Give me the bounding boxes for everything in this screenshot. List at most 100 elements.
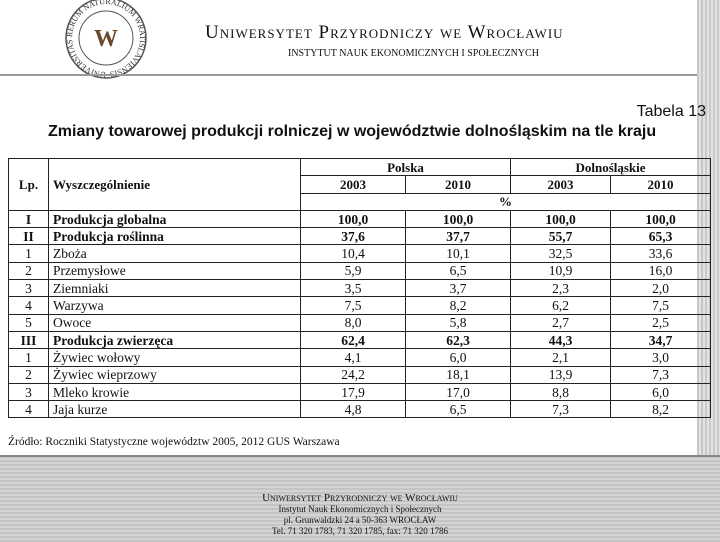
table-body: I Produkcja globalna 100,0 100,0 100,0 100,0 I… <box>8 209 712 419</box>
value-cell: 10,1 <box>405 244 511 263</box>
value-cell: 18,1 <box>405 365 511 384</box>
value-cell: 16,0 <box>609 261 712 281</box>
value-cell: 2,0 <box>609 279 712 298</box>
footer-line: Instytut Nauk Ekonomicznych i Społecznyc… <box>278 504 442 514</box>
name-cell: Produkcja roślinna <box>48 227 301 246</box>
value-cell: 2,5 <box>609 313 712 332</box>
name-cell: Produkcja globalna <box>48 209 301 229</box>
header-rule <box>0 74 697 76</box>
table-row: 3 Mleko krowie 17,9 17,0 8,8 6,0 <box>8 382 712 402</box>
value-cell: 24,2 <box>300 365 406 384</box>
value-cell: 55,7 <box>510 227 611 246</box>
value-cell: 6,0 <box>609 382 712 402</box>
value-cell: 32,5 <box>510 244 611 263</box>
lp-cell: 1 <box>8 348 49 367</box>
year-header: 2010 <box>609 175 712 194</box>
value-cell: 7,3 <box>510 400 611 419</box>
table-row: 4 Warzywa 7,5 8,2 6,2 7,5 <box>8 296 712 315</box>
name-cell: Żywiec wieprzowy <box>48 365 301 384</box>
value-cell: 100,0 <box>510 209 611 229</box>
value-cell: 6,2 <box>510 296 611 315</box>
logo: UNIVERSITAS RERUM NATURALIUM WRATISLAVIE… <box>65 0 147 79</box>
name-cell: Warzywa <box>48 296 301 315</box>
logo-letter: W <box>94 26 118 52</box>
table-row: 5 Owoce 8,0 5,8 2,7 2,5 <box>8 313 712 332</box>
value-cell: 6,5 <box>405 261 511 281</box>
value-cell: 62,4 <box>300 330 406 350</box>
value-cell: 2,3 <box>510 279 611 298</box>
footer-line: Tel. 71 320 1783, 71 320 1785, fax: 71 3… <box>271 526 449 536</box>
unit-header: % <box>299 192 712 211</box>
year-header: 2010 <box>405 175 511 194</box>
value-cell: 5,8 <box>405 313 511 332</box>
lp-cell: III <box>8 330 49 350</box>
lp-cell: 3 <box>8 382 49 402</box>
value-cell: 3,5 <box>300 279 406 298</box>
head-row: Lp. Wyszczególnienie Polska Dolnośląskie <box>8 157 712 211</box>
logo-inner <box>78 10 134 66</box>
table-row: 1 Zboża 10,4 10,1 32,5 33,6 <box>8 244 712 263</box>
year-header: 2003 <box>300 175 406 194</box>
value-cell: 34,7 <box>609 330 712 350</box>
group-header: Polska <box>300 157 511 177</box>
table-row: III Produkcja zwierzęca 62,4 62,3 44,3 34,7 <box>8 330 712 350</box>
footer-line: pl. Grunwaldzki 24 a 50-363 WROCŁAW <box>283 515 437 525</box>
lp-cell: 4 <box>8 400 49 419</box>
name-cell: Zboża <box>48 244 301 263</box>
header-title: Uniwersytet Przyrodniczy we Wrocławiu <box>205 22 564 43</box>
value-cell: 7,3 <box>609 365 712 384</box>
table-row: 2 Przemysłowe 5,9 6,5 10,9 16,0 <box>8 261 712 281</box>
source-note: Źródło: Roczniki Statystyczne województw… <box>8 436 340 448</box>
value-cell: 3,0 <box>609 348 712 367</box>
value-cell: 7,5 <box>609 296 712 315</box>
value-cell: 62,3 <box>405 330 511 350</box>
table-row: 1 Żywiec wołowy 4,1 6,0 2,1 3,0 <box>8 348 712 367</box>
lp-cell: 1 <box>8 244 49 263</box>
table-row: 2 Żywiec wieprzowy 24,2 18,1 13,9 7,3 <box>8 365 712 384</box>
table-head: Lp. Wyszczególnienie Polska Dolnośląskie… <box>8 157 712 211</box>
name-cell: Przemysłowe <box>48 261 301 281</box>
value-cell: 37,6 <box>300 227 406 246</box>
value-cell: 4,1 <box>300 348 406 367</box>
value-cell: 33,6 <box>609 244 712 263</box>
value-cell: 8,8 <box>510 382 611 402</box>
value-cell: 37,7 <box>405 227 511 246</box>
table-title: Zmiany towarowej produkcji rolniczej w w… <box>48 123 657 140</box>
name-cell: Ziemniaki <box>48 279 301 298</box>
footer-line: Uniwersytet Przyrodniczy we Wrocławiu <box>262 492 458 504</box>
lp-cell: 5 <box>8 313 49 332</box>
value-cell: 8,2 <box>405 296 511 315</box>
value-cell: 65,3 <box>609 227 712 246</box>
lp-cell: I <box>8 209 49 229</box>
table-row: 3 Ziemniaki 3,5 3,7 2,3 2,0 <box>8 279 712 298</box>
table-row: 4 Jaja kurze 4,8 6,5 7,3 8,2 <box>8 400 712 419</box>
value-cell: 10,9 <box>510 261 611 281</box>
lp-cell: 3 <box>8 279 49 298</box>
value-cell: 100,0 <box>609 209 712 229</box>
name-cell: Produkcja zwierzęca <box>48 330 301 350</box>
name-cell: Żywiec wołowy <box>48 348 301 367</box>
name-cell: Owoce <box>48 313 301 332</box>
value-cell: 8,0 <box>300 313 406 332</box>
value-cell: 10,4 <box>300 244 406 263</box>
name-cell: Mleko krowie <box>48 382 301 402</box>
value-cell: 13,9 <box>510 365 611 384</box>
lp-cell: 4 <box>8 296 49 315</box>
value-cell: 4,8 <box>300 400 406 419</box>
value-cell: 8,2 <box>609 400 712 419</box>
lp-cell: 2 <box>8 365 49 384</box>
lp-cell: 2 <box>8 261 49 281</box>
table-row: I Produkcja globalna 100,0 100,0 100,0 100,0 <box>8 209 712 229</box>
value-cell: 6,0 <box>405 348 511 367</box>
value-cell: 17,9 <box>300 382 406 402</box>
data-table: Lp. Wyszczególnienie Polska Dolnośląskie… <box>8 157 712 419</box>
table-row: II Produkcja roślinna 37,6 37,7 55,7 65,3 <box>8 227 712 246</box>
value-cell: 2,7 <box>510 313 611 332</box>
year-row: 2003 2010 2003 2010 <box>9 175 712 194</box>
value-cell: 44,3 <box>510 330 611 350</box>
lp-header: Lp. <box>8 158 49 211</box>
header-subtitle: INSTYTUT NAUK EKONOMICZNYCH I SPOŁECZNYC… <box>288 48 539 59</box>
value-cell: 7,5 <box>300 296 406 315</box>
value-cell: 100,0 <box>405 209 511 229</box>
